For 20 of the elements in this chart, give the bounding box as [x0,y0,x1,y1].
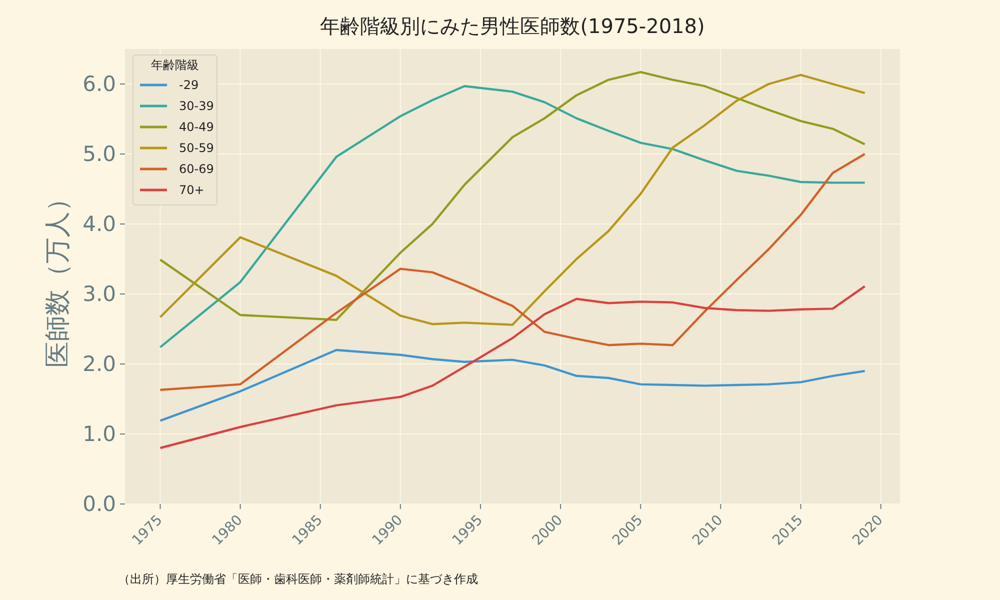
line-series [159,285,866,450]
legend-label: 30-39 [179,99,214,113]
y-tick-label: 1.0 [82,422,116,446]
legend-label: 60-69 [179,162,214,176]
y-tick-label: 3.0 [82,282,116,306]
legend-label: 70+ [179,183,204,197]
y-axis-title: 医師数（万人） [43,186,73,368]
text: （出所）厚生労働省「医師・歯科医師・薬剤師統計」に基づき作成 [118,572,478,586]
y-tick-label: 4.0 [82,212,116,236]
y-tick-label: 6.0 [82,72,116,96]
legend-label: 40-49 [179,120,214,134]
line-series [159,152,866,391]
line-series [159,348,866,422]
legend-title: 年齢階級 [151,58,199,72]
y-tick-label: 2.0 [82,352,116,376]
chart-title: 年齢階級別にみた男性医師数(1975-2018) [320,14,705,38]
legend-label: -29 [179,78,199,92]
y-tick-label: 5.0 [82,142,116,166]
legend-label: 50-59 [179,141,214,155]
y-tick-label: 0.0 [82,492,116,516]
